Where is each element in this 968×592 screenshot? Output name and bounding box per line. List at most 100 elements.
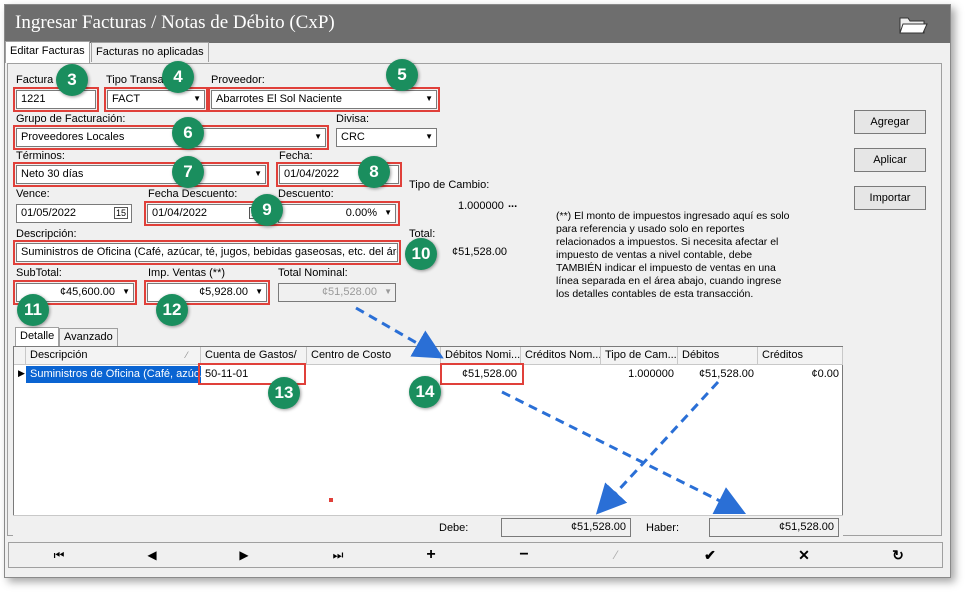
debe-value: ¢51,528.00: [501, 518, 631, 537]
tab-detalle[interactable]: Detalle: [15, 327, 60, 346]
cell-debitos-nominales[interactable]: ¢51,528.00: [461, 368, 517, 380]
col-header-tipo-cambio[interactable]: Tipo de Cam...: [601, 347, 678, 365]
chevron-down-icon: ▼: [122, 287, 130, 296]
cell-debitos[interactable]: ¢51,528.00: [698, 368, 754, 380]
badge-5: 5: [386, 59, 418, 91]
factura-label: Factura: [16, 74, 54, 86]
subtotal-label: SubTotal:: [16, 267, 62, 279]
delete-record-icon[interactable]: −: [519, 546, 529, 563]
descripcion-label: Descripción:: [16, 228, 77, 240]
tipo-cambio-label: Tipo de Cambio:: [409, 179, 490, 191]
badge-11: 11: [17, 294, 49, 326]
cell-creditos[interactable]: ¢0.00: [811, 368, 839, 380]
grupo-facturacion-value: Proveedores Locales: [21, 131, 125, 143]
divisa-label: Divisa:: [336, 113, 370, 125]
descuento-select[interactable]: 0.00% ▼: [278, 204, 396, 223]
refresh-icon[interactable]: ↻: [892, 547, 904, 563]
window-title: Ingresar Facturas / Notas de Débito (CxP…: [15, 12, 335, 33]
vence-input[interactable]: 01/05/2022 15: [16, 204, 132, 223]
tax-note: (**) El monto de impuestos ingresado aqu…: [556, 210, 790, 300]
chevron-down-icon: ▼: [425, 132, 433, 141]
chevron-down-icon: ▼: [255, 287, 263, 296]
descuento-value: 0.00%: [345, 207, 377, 219]
chevron-down-icon: ▼: [193, 94, 201, 103]
subtotal-value: ¢45,600.00: [59, 286, 115, 298]
col-header-centro-costo[interactable]: Centro de Costo: [307, 347, 441, 365]
cell-tipo-cambio[interactable]: 1.000000: [628, 368, 674, 380]
haber-label: Haber:: [646, 522, 680, 534]
terminos-select[interactable]: Neto 30 días ▼: [16, 165, 266, 184]
row-header-corner: [14, 347, 26, 365]
detail-grid: Descripción ⁄ Cuenta de Gastos/ Centro d…: [13, 346, 843, 540]
total-value: ¢51,528.00: [452, 246, 508, 258]
badge-4: 4: [162, 61, 194, 93]
agregar-button[interactable]: Agregar: [854, 110, 926, 134]
fecha-descuento-label: Fecha Descuento:: [148, 188, 238, 200]
chevron-down-icon: ▼: [314, 132, 322, 141]
fecha-value: 01/04/2022: [284, 168, 340, 180]
col-header-debitos[interactable]: Débitos: [678, 347, 758, 365]
tipo-transaccion-value: FACT: [112, 93, 141, 105]
grupo-facturacion-select[interactable]: Proveedores Locales ▼: [16, 128, 326, 147]
col-header-debitos-nominales[interactable]: Débitos Nomi...: [441, 347, 521, 365]
chevron-down-icon: ▼: [384, 208, 392, 217]
badge-7: 7: [172, 156, 204, 188]
tipo-cambio-value: 1.000000: [458, 200, 504, 212]
imp-ventas-label: Imp. Ventas (**): [148, 267, 226, 279]
badge-6: 6: [172, 117, 204, 149]
subtotal-select[interactable]: ¢45,600.00 ▼: [16, 283, 134, 302]
col-header-creditos-nominales[interactable]: Créditos Nom...: [521, 347, 601, 365]
proveedor-value: Abarrotes El Sol Naciente: [216, 93, 342, 105]
tipo-transaccion-select[interactable]: FACT ▼: [107, 90, 205, 109]
total-nominal-select: ¢51,528.00 ▼: [278, 283, 396, 302]
first-record-icon[interactable]: ⏮: [53, 548, 65, 562]
insert-record-icon[interactable]: +: [426, 546, 436, 563]
badge-13: 13: [268, 377, 300, 409]
row-pointer-icon: ▶: [18, 368, 25, 378]
folder-icon[interactable]: [898, 13, 928, 35]
factura-input[interactable]: 1221: [16, 90, 96, 109]
importar-button[interactable]: Importar: [854, 186, 926, 210]
debe-label: Debe:: [439, 522, 469, 534]
total-nominal-value: ¢51,528.00: [321, 286, 377, 298]
vence-value: 01/05/2022: [21, 207, 77, 219]
col-header-creditos[interactable]: Créditos: [758, 347, 843, 365]
divisa-select[interactable]: CRC ▼: [336, 128, 437, 147]
tipo-cambio-more-button[interactable]: ...: [508, 198, 518, 210]
descripcion-input[interactable]: Suministros de Oficina (Café, azúcar, té…: [16, 243, 398, 262]
fecha-label: Fecha:: [279, 150, 313, 162]
badge-12: 12: [156, 294, 188, 326]
sort-icon: ⁄: [186, 350, 188, 360]
badge-10: 10: [405, 238, 437, 270]
tab-facturas-no-aplicadas[interactable]: Facturas no aplicadas: [91, 42, 209, 62]
cell-descripcion[interactable]: Suministros de Oficina (Café, azúc...: [26, 366, 201, 383]
col-header-descripcion[interactable]: Descripción: [26, 347, 201, 365]
last-record-icon[interactable]: ⏭: [332, 548, 344, 562]
tipo-transaccion-label: Tipo Transa: [106, 74, 164, 86]
vence-label: Vence:: [16, 188, 50, 200]
badge-8: 8: [358, 156, 390, 188]
tab-avanzado[interactable]: Avanzado: [59, 328, 118, 346]
proveedor-label: Proveedor:: [211, 74, 265, 86]
totals-footer: Debe: ¢51,528.00 Haber: ¢51,528.00: [13, 515, 843, 540]
red-dot-marker: [329, 498, 333, 502]
descuento-label: Descuento:: [278, 188, 334, 200]
cell-cuenta-gastos[interactable]: 50-11-01: [205, 368, 249, 380]
col-header-cuenta-gastos[interactable]: Cuenta de Gastos/: [201, 347, 307, 365]
fecha-descuento-value: 01/04/2022: [152, 207, 208, 219]
proveedor-select[interactable]: Abarrotes El Sol Naciente ▼: [211, 90, 437, 109]
post-record-icon[interactable]: ✔: [704, 547, 716, 563]
badge-3: 3: [56, 64, 88, 96]
next-record-icon[interactable]: ▶: [239, 548, 249, 562]
calendar-icon[interactable]: 15: [113, 207, 128, 219]
edit-record-icon: ⁄: [614, 548, 617, 562]
tab-editar-facturas[interactable]: Editar Facturas: [5, 41, 90, 63]
haber-value: ¢51,528.00: [709, 518, 839, 537]
title-bar: Ingresar Facturas / Notas de Débito (CxP…: [5, 5, 950, 43]
cancel-record-icon[interactable]: ✕: [798, 547, 810, 563]
grupo-facturacion-label: Grupo de Facturación:: [16, 113, 126, 125]
cell-creditos-nominales[interactable]: [521, 366, 601, 383]
aplicar-button[interactable]: Aplicar: [854, 148, 926, 172]
prev-record-icon[interactable]: ◀: [147, 548, 157, 562]
